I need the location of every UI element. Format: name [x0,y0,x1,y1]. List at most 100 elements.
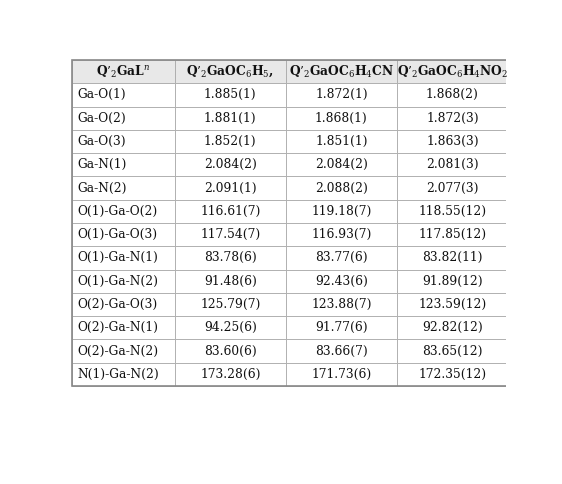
Bar [286,130,397,153]
Bar [286,106,397,130]
Text: Q’$_2$GaOC$_6$H$_4$NO$_2$: Q’$_2$GaOC$_6$H$_4$NO$_2$ [397,63,508,80]
Bar [72,106,175,130]
Text: 83.66(7): 83.66(7) [315,345,368,358]
Text: Ga-O(3): Ga-O(3) [78,135,126,148]
Text: O(2)-Ga-N(1): O(2)-Ga-N(1) [78,321,158,334]
Bar [72,83,175,106]
Text: 1.881(1): 1.881(1) [204,112,257,125]
Bar [397,176,508,200]
Text: 83.77(6): 83.77(6) [315,251,368,264]
Bar [175,60,286,83]
Bar [175,246,286,270]
Bar [286,200,397,223]
Text: O(2)-Ga-O(3): O(2)-Ga-O(3) [78,298,158,311]
Text: 119.18(7): 119.18(7) [311,205,371,218]
Text: 2.091(1): 2.091(1) [204,182,257,195]
Text: Q’$_2$GaOC$_6$H$_4$CN: Q’$_2$GaOC$_6$H$_4$CN [289,63,394,80]
Text: 125.79(7): 125.79(7) [200,298,261,311]
Text: 1.868(2): 1.868(2) [426,89,479,101]
Bar [286,270,397,293]
Text: O(1)-Ga-N(1): O(1)-Ga-N(1) [78,251,158,264]
Bar [72,339,175,363]
Bar [397,106,508,130]
Bar [286,339,397,363]
Text: Q’$_2$GaL$^n$: Q’$_2$GaL$^n$ [96,63,151,80]
Bar [175,339,286,363]
Text: N(1)-Ga-N(2): N(1)-Ga-N(2) [78,368,160,381]
Text: 83.65(12): 83.65(12) [422,345,483,358]
Text: Ga-N(1): Ga-N(1) [78,158,127,171]
Bar [397,200,508,223]
Bar [397,83,508,106]
Bar [397,316,508,339]
Bar [397,130,508,153]
Text: 2.081(3): 2.081(3) [426,158,479,171]
Text: O(1)-Ga-O(3): O(1)-Ga-O(3) [78,228,158,241]
Bar [397,339,508,363]
Bar [175,130,286,153]
Text: 118.55(12): 118.55(12) [418,205,487,218]
Bar [175,293,286,316]
Bar [72,223,175,246]
Bar [286,223,397,246]
Bar [286,176,397,200]
Bar [397,223,508,246]
Bar [72,153,175,176]
Text: Ga-O(2): Ga-O(2) [78,112,126,125]
Text: 2.084(2): 2.084(2) [204,158,257,171]
Text: 94.25(6): 94.25(6) [204,321,257,334]
Bar [286,316,397,339]
Text: 117.54(7): 117.54(7) [200,228,260,241]
Bar [397,363,508,386]
Bar [72,270,175,293]
Text: 92.43(6): 92.43(6) [315,275,368,287]
Text: 2.088(2): 2.088(2) [315,182,368,195]
Text: 83.60(6): 83.60(6) [204,345,257,358]
Text: 172.35(12): 172.35(12) [418,368,487,381]
Text: O(1)-Ga-N(2): O(1)-Ga-N(2) [78,275,158,287]
Bar [397,153,508,176]
Text: Q’$_2$GaOC$_6$H$_5$,: Q’$_2$GaOC$_6$H$_5$, [187,64,274,79]
Text: 116.93(7): 116.93(7) [311,228,371,241]
Bar [397,270,508,293]
Text: 91.77(6): 91.77(6) [315,321,368,334]
Bar [286,83,397,106]
Bar [397,293,508,316]
Bar [397,246,508,270]
Text: 1.885(1): 1.885(1) [204,89,257,101]
Text: 91.89(12): 91.89(12) [422,275,483,287]
Bar [175,83,286,106]
Text: 117.85(12): 117.85(12) [418,228,487,241]
Text: 1.851(1): 1.851(1) [315,135,368,148]
Text: 92.82(12): 92.82(12) [422,321,483,334]
Text: 1.872(1): 1.872(1) [315,89,368,101]
Bar [72,363,175,386]
Text: 1.872(3): 1.872(3) [426,112,479,125]
Text: 2.084(2): 2.084(2) [315,158,368,171]
Bar [397,60,508,83]
Text: 123.59(12): 123.59(12) [418,298,487,311]
Text: Ga-O(1): Ga-O(1) [78,89,126,101]
Bar [286,363,397,386]
Bar [286,153,397,176]
Text: 91.48(6): 91.48(6) [204,275,257,287]
Text: 1.868(1): 1.868(1) [315,112,368,125]
Text: 83.78(6): 83.78(6) [204,251,257,264]
Bar [175,223,286,246]
Bar [175,176,286,200]
Bar [72,246,175,270]
Text: 173.28(6): 173.28(6) [200,368,261,381]
Bar [286,293,397,316]
Bar [72,176,175,200]
Bar [175,153,286,176]
Bar [72,200,175,223]
Text: 116.61(7): 116.61(7) [200,205,261,218]
Text: 1.863(3): 1.863(3) [426,135,479,148]
Text: 1.852(1): 1.852(1) [204,135,257,148]
Bar [175,106,286,130]
Bar [72,316,175,339]
Bar [286,60,397,83]
Bar [72,60,508,386]
Bar [286,246,397,270]
Bar [72,130,175,153]
